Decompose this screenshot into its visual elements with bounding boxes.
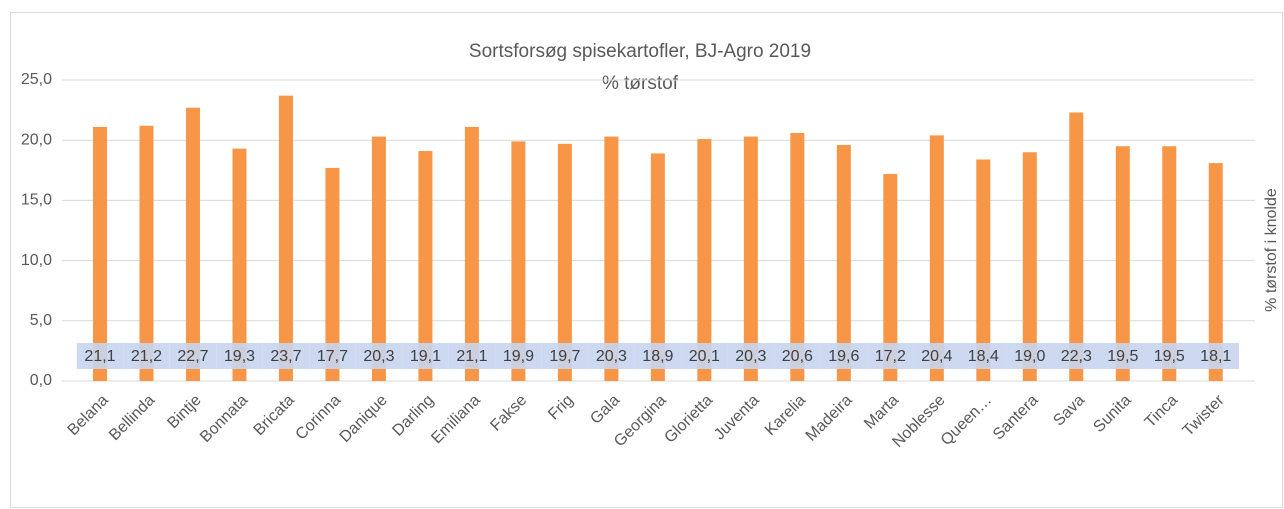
value-label-box — [495, 343, 542, 369]
value-label-box — [1192, 343, 1239, 369]
value-label: 18,1 — [1200, 348, 1231, 365]
value-label: 19,6 — [828, 348, 859, 365]
value-label: 23,7 — [270, 348, 301, 365]
bar — [185, 107, 200, 381]
value-label-box — [76, 343, 124, 369]
value-label: 21,1 — [84, 348, 115, 365]
value-label-box — [960, 343, 1007, 369]
value-label: 19,1 — [410, 348, 441, 365]
y-tick-label: 10,0 — [21, 252, 52, 269]
bar — [139, 125, 154, 381]
bar — [511, 141, 526, 381]
bar — [650, 153, 665, 381]
value-label: 18,9 — [642, 348, 673, 365]
y-tick-label: 15,0 — [21, 192, 52, 209]
bar — [743, 136, 758, 381]
value-label: 19,5 — [1154, 348, 1185, 365]
value-label: 19,3 — [224, 348, 255, 365]
value-label: 19,7 — [549, 348, 580, 365]
value-label: 20,6 — [782, 348, 813, 365]
bar — [464, 126, 479, 382]
bar — [1208, 163, 1223, 381]
value-label-box — [1006, 343, 1054, 369]
value-label-box — [1053, 343, 1100, 369]
value-label: 20,1 — [689, 348, 720, 365]
value-label-box — [820, 343, 868, 369]
value-label-box — [634, 343, 682, 369]
bar — [1069, 112, 1084, 382]
y-tick-label: 0,0 — [30, 372, 52, 389]
value-label: 19,0 — [1014, 348, 1045, 365]
value-label: 19,5 — [1107, 348, 1138, 365]
value-label: 20,3 — [735, 348, 766, 365]
value-label-box — [541, 343, 589, 369]
value-label-box — [681, 343, 728, 369]
bar — [92, 126, 107, 382]
value-label-box — [913, 343, 961, 369]
bar — [325, 167, 340, 381]
value-label: 20,3 — [363, 348, 394, 365]
bar — [371, 136, 386, 381]
value-label-box — [309, 343, 356, 369]
value-label: 20,4 — [921, 348, 952, 365]
value-label-box — [448, 343, 496, 369]
value-label: 19,9 — [503, 348, 534, 365]
value-label: 22,3 — [1061, 348, 1092, 365]
bar — [929, 135, 944, 381]
value-label-box — [123, 343, 170, 369]
value-label: 17,2 — [875, 348, 906, 365]
value-label-box — [402, 343, 449, 369]
chart-title: Sortsforsøg spisekartofler, BJ-Agro 2019 — [469, 41, 811, 62]
value-label-box — [727, 343, 775, 369]
bar — [976, 159, 991, 381]
bar — [883, 173, 898, 381]
value-label-box — [588, 343, 635, 369]
value-label-box — [355, 343, 403, 369]
chart-subtitle: % tørstof — [602, 73, 679, 94]
bar — [697, 138, 712, 381]
value-label: 21,2 — [131, 348, 162, 365]
value-label-box — [1146, 343, 1193, 369]
value-label: 21,1 — [456, 348, 487, 365]
value-label-box — [774, 343, 821, 369]
y-tick-label: 25,0 — [21, 71, 52, 88]
bar — [232, 148, 247, 381]
bar — [418, 151, 433, 381]
value-label: 18,4 — [968, 348, 999, 365]
bar — [1022, 152, 1037, 381]
bar — [557, 143, 572, 381]
bar — [278, 95, 293, 381]
value-label-box — [867, 343, 914, 369]
value-label: 17,7 — [317, 348, 348, 365]
bar — [1162, 146, 1177, 381]
value-label-box — [262, 343, 310, 369]
bar — [790, 132, 805, 381]
value-label-box — [1099, 343, 1147, 369]
y-axis-label: % tørstof i knolde — [1263, 188, 1280, 312]
value-label-box — [216, 343, 263, 369]
value-label-box — [169, 343, 217, 369]
bar — [1115, 146, 1130, 381]
y-tick-label: 5,0 — [30, 312, 52, 329]
bar — [836, 145, 851, 381]
value-label: 22,7 — [177, 348, 208, 365]
bar — [604, 136, 619, 381]
y-tick-label: 20,0 — [21, 131, 52, 148]
value-label: 20,3 — [596, 348, 627, 365]
